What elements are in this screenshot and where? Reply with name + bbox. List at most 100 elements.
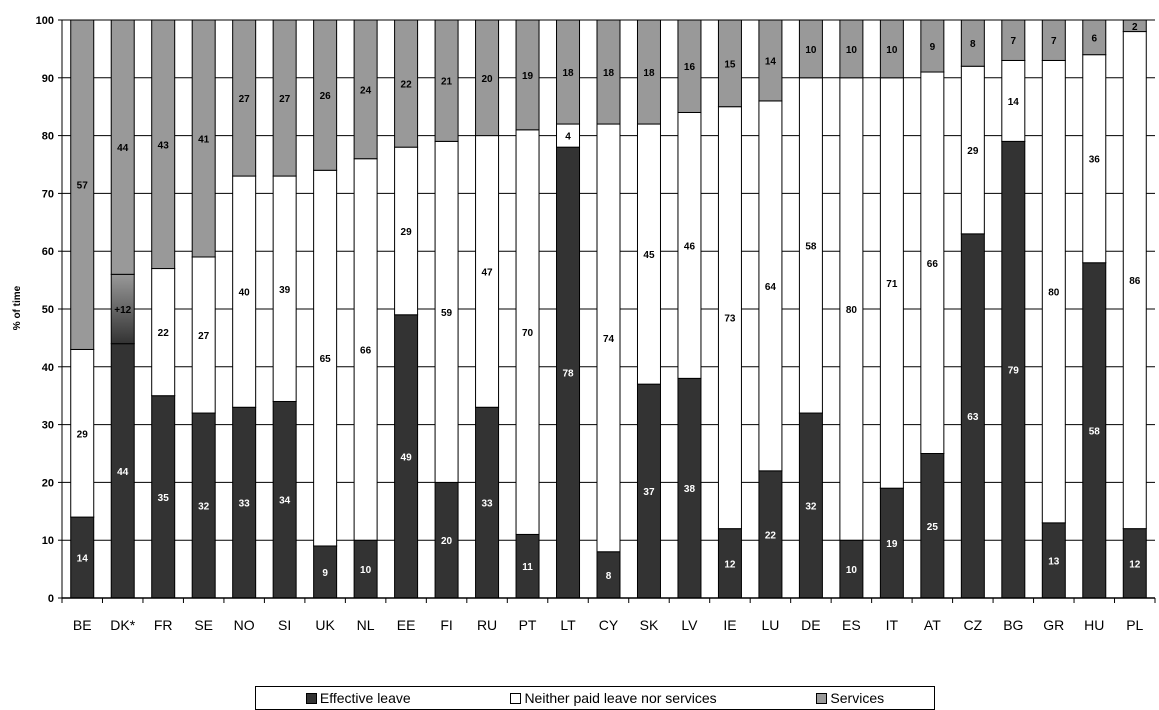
y-tick-label: 20 — [42, 477, 54, 489]
data-label: 29 — [77, 429, 89, 440]
data-label: 44 — [117, 467, 129, 478]
data-label: 57 — [77, 181, 89, 192]
x-tick-label: DK* — [110, 617, 135, 633]
y-tick-label: 30 — [42, 420, 54, 432]
data-label: 20 — [441, 536, 453, 547]
legend-item-neither: Neither paid leave nor services — [510, 690, 717, 706]
data-label: 29 — [401, 227, 413, 238]
bar-segment — [717, 19, 742, 108]
data-label: 27 — [239, 94, 251, 105]
legend: Effective leave Neither paid leave nor s… — [255, 686, 935, 710]
data-label: 40 — [239, 288, 251, 299]
legend-swatch-icon — [510, 692, 522, 704]
data-label: 2 — [1132, 22, 1138, 33]
x-tick-label: NL — [357, 617, 375, 633]
data-label: 8 — [970, 39, 976, 50]
x-tick-label: PL — [1126, 617, 1143, 633]
x-tick-label: RU — [477, 617, 497, 633]
bar-segment — [798, 19, 823, 79]
data-label: 86 — [1129, 276, 1141, 287]
bar-segment — [556, 19, 581, 125]
x-tick-label: NO — [234, 617, 255, 633]
data-label: 65 — [320, 354, 332, 365]
y-axis-title: % of time — [12, 285, 23, 330]
x-tick-label: CZ — [963, 617, 982, 633]
data-label: 7 — [1011, 36, 1017, 47]
data-label: 15 — [724, 59, 736, 70]
x-tick-label: IE — [723, 617, 736, 633]
y-tick-label: 70 — [42, 188, 54, 200]
data-label: 70 — [522, 328, 534, 339]
data-label: 64 — [765, 282, 777, 293]
x-tick-label: ES — [842, 617, 861, 633]
bar-segment — [839, 19, 864, 79]
data-label: 66 — [927, 259, 939, 270]
bar-segment — [313, 19, 338, 171]
y-tick-label: 60 — [42, 246, 54, 258]
data-label: 22 — [765, 530, 777, 541]
data-label: 37 — [643, 487, 655, 498]
data-label: 33 — [481, 499, 493, 510]
y-tick-label: 80 — [42, 131, 54, 143]
data-label: 20 — [481, 74, 493, 85]
x-tick-label: FR — [154, 617, 173, 633]
bar-segment — [434, 19, 459, 142]
bar-segment — [1041, 19, 1066, 61]
data-label: 63 — [967, 412, 979, 423]
data-label: 10 — [360, 565, 372, 576]
legend-label: Services — [830, 690, 885, 706]
bar-segment — [515, 19, 540, 131]
y-tick-label: 0 — [48, 593, 54, 605]
bar-segment — [879, 19, 904, 79]
bar-segment — [1082, 19, 1107, 56]
data-label: 44 — [117, 143, 129, 154]
data-label: 34 — [279, 496, 291, 507]
bars — [70, 19, 1147, 599]
data-label: 22 — [158, 328, 170, 339]
x-tick-label: LT — [560, 617, 576, 633]
legend-swatch-icon — [305, 692, 317, 704]
data-label: 46 — [684, 241, 696, 252]
data-label: 33 — [239, 499, 251, 510]
bar-segment — [70, 19, 95, 350]
bar-segment — [191, 19, 216, 258]
bar-segment — [1001, 19, 1026, 61]
x-tick-label: IT — [886, 617, 899, 633]
data-label: 27 — [279, 94, 291, 105]
axes: 0 10 20 30 40 50 60 70 80 90 100 BE DK* FR SE NO SI UK NL E… — [36, 15, 1156, 633]
bar-segment — [1122, 19, 1147, 33]
data-label: 18 — [643, 68, 655, 79]
data-label: 29 — [967, 146, 979, 157]
bar-segment — [596, 19, 621, 125]
data-label: 6 — [1091, 33, 1097, 44]
data-label: 8 — [606, 571, 612, 582]
data-label: 4 — [565, 132, 571, 143]
x-tick-label: SK — [640, 617, 659, 633]
data-label: 35 — [158, 493, 170, 504]
data-label: 12 — [1129, 559, 1141, 570]
data-label: 19 — [886, 539, 898, 550]
data-label: 11 — [522, 562, 533, 573]
data-label: 24 — [360, 85, 372, 96]
data-label: 7 — [1051, 36, 1057, 47]
data-label: 21 — [441, 77, 453, 88]
data-label: 12 — [724, 559, 736, 570]
data-label: 36 — [1089, 155, 1101, 166]
data-label: 38 — [684, 484, 696, 495]
bar-segment — [758, 19, 783, 102]
x-tick-label: EE — [397, 617, 416, 633]
data-label: 79 — [1008, 366, 1020, 377]
x-tick-label: PT — [519, 617, 537, 633]
x-tick-label: CY — [599, 617, 619, 633]
data-label: 47 — [481, 267, 493, 278]
bar-segment — [960, 19, 985, 67]
x-tick-label: BE — [73, 617, 92, 633]
legend-label: Neither paid leave nor services — [524, 690, 717, 706]
x-tick-label: HU — [1084, 617, 1104, 633]
x-tick-label: SE — [194, 617, 213, 633]
data-label: 80 — [846, 305, 858, 316]
y-tick-label: 50 — [42, 304, 54, 316]
bar-segment — [151, 19, 176, 270]
bar-segment — [394, 19, 419, 148]
stacked-bar-chart: 0 10 20 30 40 50 60 70 80 90 100 BE DK* FR SE NO SI UK NL E… — [12, 15, 1156, 633]
